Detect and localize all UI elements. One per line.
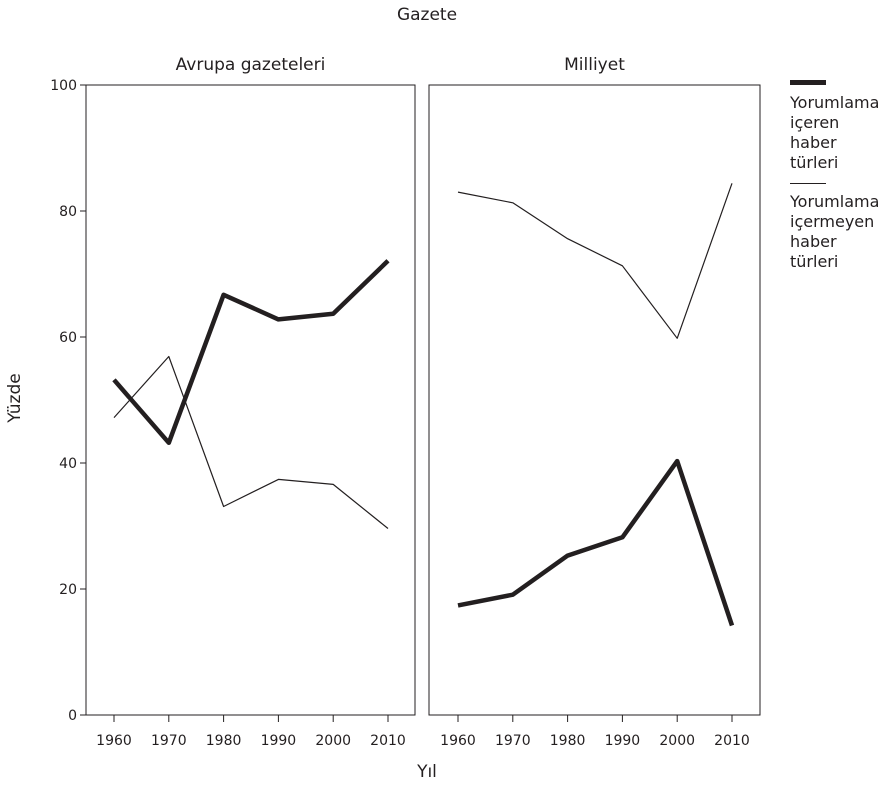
panel-frame	[85, 84, 416, 716]
legend-item-with-commentary: Yorumlama içeren haber türleri	[790, 80, 895, 173]
legend-label-line: haber	[790, 232, 837, 251]
chart-panels: Avrupa gazeteleri 1960 1970 1980 1990 2000 201…	[85, 55, 761, 749]
y-tick-label: 100	[50, 78, 77, 94]
x-tick-label: 1990	[605, 733, 641, 749]
x-tick-label: 1980	[206, 733, 242, 749]
x-tick-label: 1980	[550, 733, 586, 749]
legend-swatch-thin	[790, 183, 826, 184]
y-axis: 0 20 40 60 80 100	[50, 78, 86, 724]
panel-1: Avrupa gazeteleri 1960 1970 1980 1990 2000 201…	[85, 55, 416, 749]
x-tick-label: 2010	[714, 733, 750, 749]
panel-frame	[428, 84, 761, 716]
x-tick-label: 1960	[96, 733, 132, 749]
y-tick-label: 20	[59, 582, 77, 598]
y-tick-label: 80	[59, 204, 77, 220]
x-tick-label: 1990	[261, 733, 297, 749]
legend-label-line: türleri	[790, 252, 839, 271]
series-line-without-commentary	[113, 355, 389, 529]
y-axis-label: Yüzde	[5, 373, 25, 423]
series-line-with-commentary	[457, 458, 735, 627]
super-title: Gazete	[397, 5, 457, 25]
legend-swatch-thick	[790, 80, 826, 85]
legend-label-line: içeren	[790, 113, 840, 132]
legend-label-line: içermeyen	[790, 212, 875, 231]
legend-label-line: Yorumlama	[790, 192, 880, 211]
legend: Yorumlama içeren haber türleri Yorumlama…	[790, 78, 895, 278]
panel-2: Milliyet 1960 1970 1980 1990 2000 2010	[428, 55, 761, 749]
series-line-without-commentary	[457, 183, 733, 339]
x-tick-label: 2000	[315, 733, 351, 749]
y-tick-label: 60	[59, 330, 77, 346]
x-tick-label: 1970	[151, 733, 187, 749]
panel-title: Milliyet	[564, 55, 625, 75]
legend-item-without-commentary: Yorumlama içermeyen haber türleri	[790, 183, 895, 272]
legend-label-line: Yorumlama	[790, 93, 880, 112]
x-tick-label: 2010	[370, 733, 406, 749]
y-tick-label: 0	[68, 708, 77, 724]
x-tick-label: 2000	[659, 733, 695, 749]
x-axis-label: Yıl	[416, 762, 437, 782]
series-line-with-commentary	[112, 259, 390, 446]
x-tick-label: 1960	[440, 733, 476, 749]
y-tick-label: 40	[59, 456, 77, 472]
legend-label-line: haber	[790, 133, 837, 152]
legend-label-line: türleri	[790, 153, 839, 172]
panel-title: Avrupa gazeteleri	[176, 55, 326, 75]
x-tick-label: 1970	[495, 733, 531, 749]
